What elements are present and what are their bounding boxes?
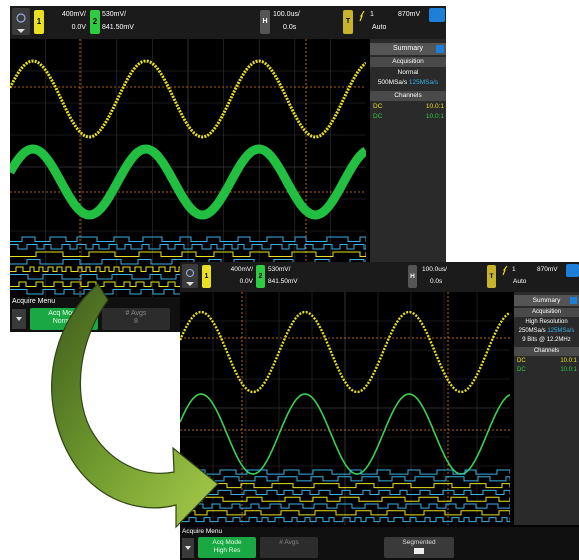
top-status-bar: 1 400mV/ 0.0V 2 530mV/ 841.50mV H 100.0u… [10,6,446,39]
digital-bus-traces [180,469,510,523]
trigger-channel: 1 [370,11,374,18]
back-button[interactable] [12,309,26,329]
display-button[interactable] [566,264,579,277]
acquisition-header: Acquisition [370,57,446,67]
digital-channel-trace [10,251,366,257]
trigger-mode: Auto [513,278,527,285]
acquisition-bits: 9 Bits @ 12.2MHz [522,337,571,343]
horizontal-position: 0.0s [283,24,297,31]
segmented-label: Segmented [402,539,436,546]
trigger-badge[interactable]: T [487,265,496,288]
back-arrow-icon [185,546,191,550]
summary-panel: Summary Acquisition High Resolution 250M… [514,292,579,525]
digital-channel-trace [180,489,510,495]
menu-title: Acquire Menu [12,298,56,305]
avgs-label: # Avgs [279,539,299,546]
acq-mode-value: High Res [213,547,241,554]
acq-mode-label: Acq Mode [212,539,242,546]
acquisition-mode: High Resolution [525,319,568,325]
horizontal-badge[interactable]: H [260,10,270,34]
acquisition-mode: Normal [397,69,419,76]
ch1-badge[interactable]: 1 [202,265,211,288]
top-status-bar: 1 400mV/ 0.0V 2 530mV/ 841.50mV H 100.0u… [180,262,579,292]
ch2-scale: 530mV/ [102,11,127,18]
menu-title: Acquire Menu [182,528,223,535]
ch2-offset: 841.50mV [268,278,298,285]
acquisition-header: Acquisition [514,308,579,317]
acq-mode-softkey[interactable]: Acq Mode High Res [198,537,256,558]
ch1-waveform [10,59,366,139]
ch2-waveform [180,393,510,475]
back-arrow-icon [16,317,22,321]
acquisition-rate: 250MSa/s 125MSa/s [518,328,575,334]
trigger-badge[interactable]: T [343,10,353,34]
channels-header: Channels [514,347,579,356]
ch2-waveform [10,144,366,220]
graticule-grid [10,39,366,297]
horizontal-scale: 100.0us/ [422,266,447,273]
acquisition-rate: 500MSa/s 125MSa/s [377,79,439,86]
trigger-level: 870mV [398,11,421,18]
scope-screen-high-resolution: 1 400mV/ 0.0V 2 530mV/ 841.50mV H 100.0u… [180,262,579,560]
trigger-edge-icon [502,265,508,276]
ch2-badge[interactable]: 2 [256,265,265,288]
summary-tab[interactable]: Summary [370,43,446,55]
channels-header: Channels [370,91,446,101]
ch1-scale: 400mV/ [230,266,253,273]
summary-tab[interactable]: Summary [514,295,579,306]
trigger-edge-icon [359,10,365,22]
curved-arrow-icon [51,283,219,529]
segmented-toggle-icon [414,548,424,554]
acq-mode-label: Acq Mode [48,310,80,317]
digital-channel-trace [180,469,510,475]
avgs-label: # Avgs [125,310,147,317]
display-button[interactable] [429,8,445,22]
ch2-scale: 530mV/ [268,266,291,273]
digital-channel-trace [10,236,366,242]
softkey-bar: Acquire Menu Acq Mode High Res # Avgs Se… [180,527,579,560]
horizontal-badge[interactable]: H [408,265,417,288]
ch1-offset: 0.0V [239,278,253,285]
horizontal-scale: 100.0us/ [273,11,300,18]
scope-logo-icon [16,13,26,33]
ch1-badge[interactable]: 1 [34,10,44,34]
digital-channel-trace [180,483,510,489]
ch1-offset: 0.0V [71,24,86,31]
trigger-level: 870mV [537,266,558,273]
avgs-softkey[interactable]: # Avgs 8 [102,308,170,330]
avgs-value: 8 [134,318,138,325]
ch1-scale: 400mV/ [61,11,86,18]
trigger-mode: Auto [372,24,387,31]
segmented-softkey[interactable]: Segmented [384,537,454,558]
ch2-offset: 841.50mV [102,24,134,31]
back-button[interactable] [182,538,194,558]
ch1-waveform [180,310,510,394]
scope-logo-icon [185,268,195,286]
digital-channel-trace [180,510,510,516]
digital-channel-trace [180,476,510,482]
acq-mode-value: Normal [52,318,76,325]
main-menu-button[interactable] [12,8,30,35]
digital-channel-trace [10,244,366,250]
ch2-badge[interactable]: 2 [90,10,100,34]
main-menu-button[interactable] [182,264,198,288]
trigger-channel: 1 [512,266,516,273]
horizontal-position: 0.0s [430,278,443,285]
avgs-softkey[interactable]: # Avgs [260,537,318,558]
digital-channel-trace [180,503,510,509]
digital-channel-trace [180,517,510,523]
digital-channel-trace [180,496,510,502]
summary-panel: Summary Acquisition Normal 500MSa/s 125M… [370,39,446,297]
